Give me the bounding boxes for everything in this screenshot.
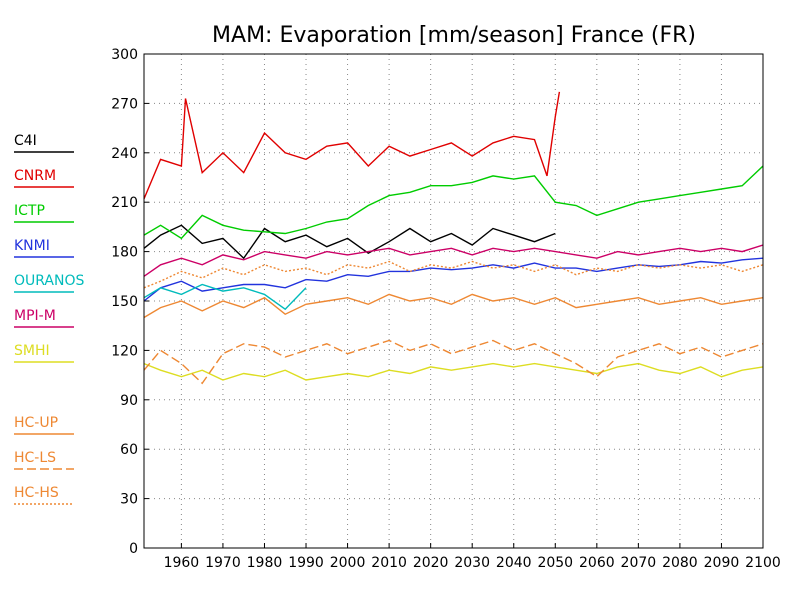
x-tick-label: 2080	[662, 555, 698, 571]
x-tick-label: 1990	[288, 555, 324, 571]
x-tick-label: 2000	[330, 555, 366, 571]
legend-label-ictp: ICTP	[14, 203, 45, 219]
plot-frame	[143, 53, 764, 549]
x-tick-label: 2010	[371, 555, 407, 571]
y-tick-label: 180	[111, 245, 138, 261]
x-tick-label: 2030	[454, 555, 490, 571]
series-line-cnrm	[143, 91, 561, 200]
x-tick-label: 1980	[247, 555, 283, 571]
series-layer	[143, 91, 764, 385]
y-tick-label: 300	[111, 47, 138, 63]
series-line-mpi-m	[143, 244, 764, 277]
legend: C4I CNRM ICTP KNMI OURANOS MPI-M SMHI HC-UP HC-L…	[14, 133, 84, 505]
legend-label-hc-ls: HC-LS	[14, 450, 56, 466]
series-line-ouranos	[143, 283, 307, 311]
x-tick-label: 1970	[205, 555, 241, 571]
y-tick-label: 0	[129, 541, 138, 557]
y-tick-label: 210	[111, 195, 138, 211]
series-line-c4i	[143, 224, 556, 260]
x-tick-label: 2070	[621, 555, 657, 571]
series-line-hc-ls	[143, 339, 764, 385]
series-line-knmi	[143, 257, 764, 302]
y-tick-label: 120	[111, 343, 138, 359]
y-tick-label: 270	[111, 96, 138, 112]
chart-title: MAM: Evaporation [mm/season] France (FR)	[212, 23, 696, 48]
x-tick-label: 2020	[413, 555, 449, 571]
x-tick-label: 1960	[164, 555, 200, 571]
legend-label-mpi-m: MPI-M	[14, 308, 56, 324]
x-tick-label: 2050	[537, 555, 573, 571]
legend-label-ouranos: OURANOS	[14, 273, 84, 289]
grid	[144, 54, 763, 548]
legend-label-cnrm: CNRM	[14, 168, 56, 184]
x-tick-label: 2060	[579, 555, 615, 571]
legend-label-hc-up: HC-UP	[14, 415, 58, 431]
legend-label-c4i: C4I	[14, 133, 37, 149]
x-tick-label: 2090	[704, 555, 740, 571]
legend-label-knmi: KNMI	[14, 238, 50, 254]
series-line-hc-up	[143, 293, 764, 319]
series-line-smhi	[143, 362, 764, 381]
axes: 1960 1970 1980 1990 2000 2010 2020 2030 2040 2050…	[111, 47, 781, 571]
legend-label-hc-hs: HC-HS	[14, 485, 59, 501]
series-line-ictp	[143, 165, 764, 240]
x-tick-label: 2040	[496, 555, 532, 571]
legend-label-smhi: SMHI	[14, 343, 50, 359]
y-tick-label: 30	[120, 492, 138, 508]
y-tick-label: 240	[111, 146, 138, 162]
y-tick-label: 150	[111, 294, 138, 310]
y-tick-label: 60	[120, 442, 138, 458]
x-tick-label: 2100	[745, 555, 781, 571]
y-tick-label: 90	[120, 393, 138, 409]
